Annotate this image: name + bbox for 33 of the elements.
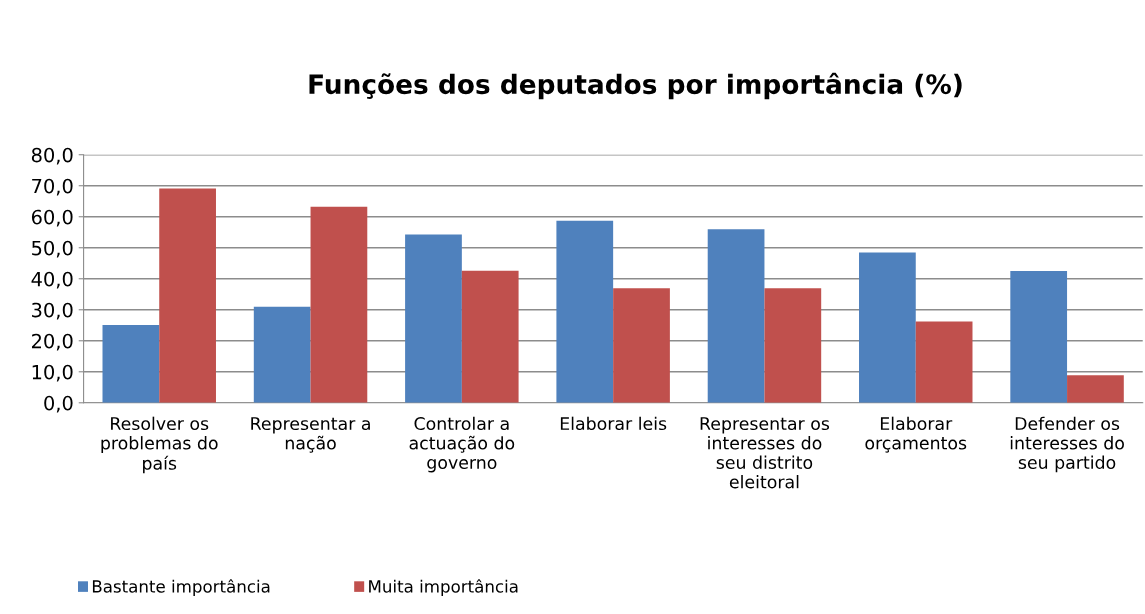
- bar: [1010, 271, 1068, 403]
- y-tick-label: 30,0: [32, 302, 73, 320]
- bar: [159, 188, 216, 403]
- bar: [310, 206, 368, 403]
- bar: [915, 321, 973, 403]
- y-tick-label: 70,0: [32, 178, 73, 196]
- y-tick-label: 60,0: [31, 209, 73, 227]
- x-tick-label: Defender os interesses do seu partido: [1010, 416, 1124, 473]
- bar: [613, 288, 670, 403]
- y-tick-label: 10,0: [32, 364, 73, 382]
- x-tick-label: Elaborar leis: [560, 416, 667, 431]
- bar: [707, 229, 765, 403]
- y-tick-label: 20,0: [31, 333, 73, 351]
- bar: [461, 270, 519, 403]
- bar: [405, 234, 462, 403]
- bar: [102, 324, 160, 403]
- bar: [1067, 375, 1124, 403]
- x-tick-label: Elaborar orçamentos: [865, 416, 967, 453]
- bar: [859, 252, 916, 403]
- bar: [253, 306, 311, 403]
- x-tick-label: Representar os interesses do seu distrito eleitoral: [700, 417, 830, 489]
- x-tick-label: Resolver os problemas do país: [101, 416, 218, 474]
- chart-title: Funções dos deputados por importância (%): [309, 72, 962, 100]
- bar: [764, 288, 822, 403]
- x-tick-label: Representar a nação: [251, 417, 370, 453]
- y-tick-label: 50,0: [32, 240, 73, 258]
- x-tick-label: Controlar a actuação do governo: [409, 416, 515, 473]
- y-tick-label: 80,0: [31, 147, 73, 165]
- y-tick-label: 40,0: [31, 271, 73, 289]
- legend-label: Bastante importância: [92, 579, 270, 596]
- bar: [556, 220, 614, 403]
- y-tick-label: 0,0: [44, 395, 73, 413]
- legend-label: Muita importância: [369, 579, 518, 596]
